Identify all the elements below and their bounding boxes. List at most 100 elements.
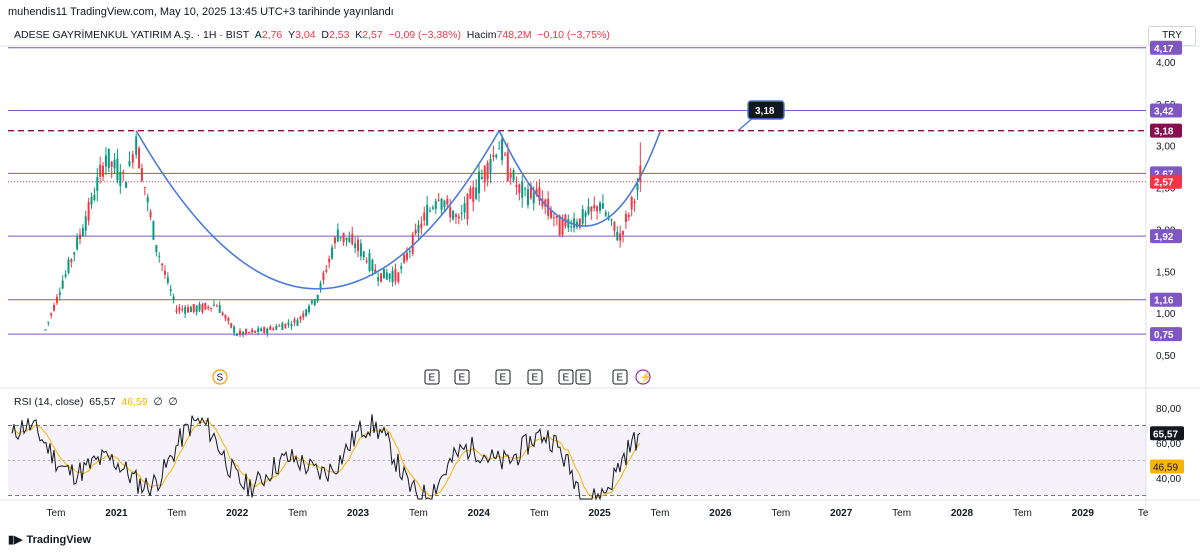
level-tag	[1150, 327, 1182, 342]
level-tag-label: 1,92	[1154, 232, 1174, 243]
candle-body	[316, 294, 319, 302]
event-label: E	[459, 373, 466, 384]
candle-body	[70, 259, 73, 263]
candle-body	[230, 323, 233, 328]
candle-body	[245, 329, 248, 335]
candle-body	[498, 148, 501, 150]
level-tag	[1150, 103, 1182, 118]
candle-body	[204, 302, 207, 310]
candle-body	[403, 254, 406, 263]
annotation-label: 3,18	[755, 106, 775, 117]
candle-body	[342, 232, 345, 243]
change-value: −0,09 (−3,38%)	[388, 29, 461, 41]
candle-body	[466, 193, 469, 220]
price-tick-label: 4,00	[1156, 58, 1176, 69]
candle-body	[93, 194, 96, 200]
candle-body	[627, 214, 630, 218]
level-tag	[1150, 40, 1182, 55]
high-value: 3,04	[295, 29, 316, 41]
candle-body	[192, 304, 195, 312]
candle-body	[472, 187, 475, 202]
candle-body	[382, 268, 385, 279]
close-value: 2,57	[362, 29, 383, 41]
candle-body	[146, 196, 149, 203]
candle-body	[437, 199, 440, 201]
level-tag-label: 0,75	[1154, 330, 1174, 341]
candle-body	[99, 164, 102, 177]
candle-body	[55, 296, 58, 303]
candle-body	[394, 268, 397, 282]
rsi-value-tag-label: 65,57	[1153, 429, 1178, 440]
candle-body	[254, 330, 257, 333]
candle-body	[351, 233, 354, 245]
candle-body	[604, 212, 607, 216]
candle-body	[310, 300, 313, 304]
volume-label: Hacim	[466, 29, 497, 41]
candle-body	[624, 213, 627, 222]
candle-body	[184, 307, 187, 314]
candle-body	[345, 237, 348, 241]
level-tag-label: 4,17	[1154, 44, 1174, 55]
time-tick-label: 2024	[468, 508, 491, 519]
open-label: A	[254, 29, 262, 41]
candle-body	[293, 319, 296, 323]
footer-brand[interactable]: ▮▶ TradingView	[8, 533, 91, 546]
candle-body	[616, 231, 619, 241]
rsi-tick-label: 80,00	[1156, 404, 1181, 415]
candle-body	[119, 171, 122, 186]
candle-body	[391, 270, 394, 283]
candle-body	[544, 199, 547, 207]
candle-body	[175, 309, 178, 312]
candle-body	[357, 239, 359, 252]
candle-body	[305, 309, 308, 316]
candle-body	[457, 216, 460, 219]
candle-body	[242, 331, 245, 335]
candle-body	[189, 306, 192, 313]
candle-body	[420, 223, 423, 229]
rsi-band	[8, 425, 1146, 496]
event-label: E	[429, 373, 436, 384]
candle-body	[81, 228, 84, 237]
candle-body	[480, 176, 483, 179]
candle-body	[411, 234, 414, 254]
event-label: E	[617, 373, 624, 384]
candle-body	[207, 306, 210, 309]
candle-body	[339, 237, 342, 239]
candle-body	[215, 305, 218, 307]
candle-body	[506, 152, 509, 182]
candle-body	[257, 328, 260, 333]
candle-body	[138, 148, 141, 169]
candle-body	[630, 197, 633, 210]
earnings-event-icon	[612, 369, 628, 385]
candle-body	[104, 155, 107, 167]
symbol-name: ADESE GAYRİMENKUL YATIRIM A.Ş. · 1H · BI…	[14, 29, 249, 41]
candle-body	[331, 247, 334, 259]
time-tick-label: 2022	[226, 508, 249, 519]
time-tick-label: 2025	[588, 508, 611, 519]
rsi-ma-value: 46,59	[121, 396, 148, 408]
candle-body	[535, 188, 538, 196]
candle-body	[454, 214, 457, 218]
candle-body	[328, 258, 331, 263]
candle-body	[178, 307, 181, 311]
event-label: S	[217, 373, 224, 384]
candle-body	[61, 280, 64, 289]
event-label: ⚡	[640, 371, 652, 384]
candle-body	[110, 161, 113, 167]
candle-body	[125, 182, 128, 188]
candle-body	[84, 216, 87, 231]
candle-body	[73, 252, 76, 255]
candle-body	[408, 250, 411, 252]
candle-body	[374, 269, 377, 274]
candle-body	[619, 233, 622, 241]
candle-body	[567, 219, 570, 228]
candle-body	[96, 177, 99, 192]
candle-body	[58, 292, 61, 296]
earnings-event-icon	[558, 369, 574, 385]
candle-body	[163, 270, 166, 275]
candle-body	[440, 198, 443, 210]
publisher-header: muhendis11 TradingView.com, May 10, 2025…	[8, 6, 394, 18]
candle-body	[76, 236, 79, 250]
candle-body	[449, 207, 452, 218]
